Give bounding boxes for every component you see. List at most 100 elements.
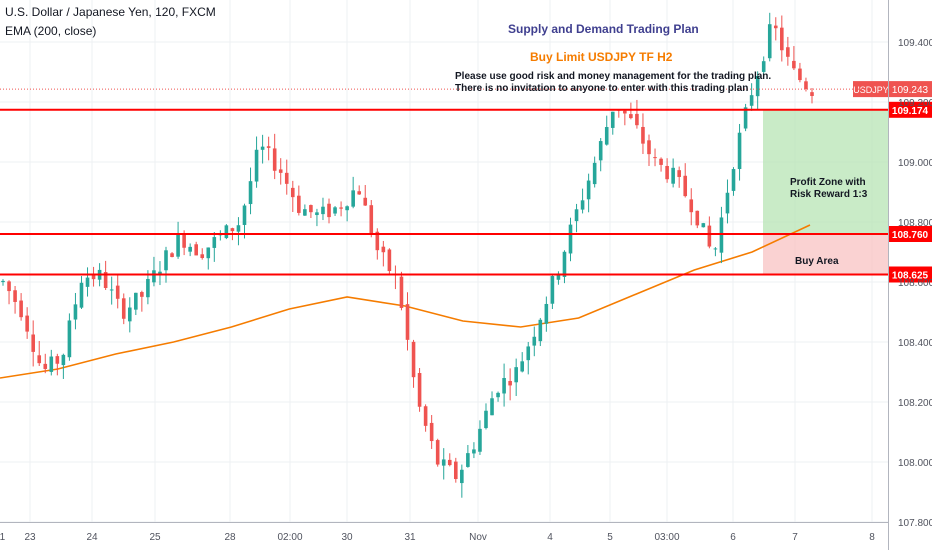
candle-body [490, 398, 494, 416]
candle-body [780, 27, 784, 51]
candle-body [194, 244, 198, 256]
candle-body [683, 175, 688, 197]
time-tick-label: 6 [730, 532, 736, 543]
time-tick-label: Nov [469, 532, 487, 543]
candle-body [514, 367, 518, 383]
candle-body [429, 422, 434, 442]
candle-body [417, 373, 422, 407]
disclaimer-line-2: There is no invitation to anyone to ente… [455, 83, 749, 94]
candle-body [773, 25, 778, 29]
time-tick-label: 25 [149, 532, 161, 543]
candle-body [472, 449, 476, 454]
candle-body [121, 298, 126, 319]
symbol-title[interactable]: U.S. Dollar / Japanese Yen, 120, FXCM [5, 5, 216, 19]
price-tick-label: 108.000 [898, 458, 932, 469]
candle-body [737, 132, 742, 170]
time-tick-label: 30 [341, 532, 353, 543]
candle-body [25, 315, 29, 332]
candle-body [49, 356, 54, 372]
candle-body [206, 247, 211, 259]
candle-body [315, 212, 319, 216]
candle-body [266, 146, 271, 148]
candle-body [520, 361, 525, 372]
indicator-legend[interactable]: EMA (200, close) [5, 24, 97, 38]
candle-body [351, 190, 355, 207]
candle-body [333, 207, 337, 214]
candle-body [580, 200, 585, 210]
candle-body [115, 285, 120, 299]
candle-body [677, 170, 681, 177]
ema-200-line [0, 224, 811, 379]
price-tick-label: 108.800 [898, 218, 932, 229]
candle-body [665, 165, 669, 180]
candle-body [260, 146, 265, 150]
candle-body [538, 319, 543, 342]
time-tick-label: 31 [404, 532, 416, 543]
candle-body [369, 205, 374, 234]
candle-body [297, 195, 301, 213]
candle-body [792, 60, 796, 69]
candle-body [85, 277, 90, 287]
candle-body [399, 276, 404, 308]
candle-body [381, 246, 386, 253]
candle-body [224, 225, 229, 239]
candle-body [562, 251, 567, 277]
time-tick-label: 23 [24, 532, 36, 543]
candle-body [484, 410, 488, 429]
candle-body [182, 234, 186, 248]
candle-body [623, 110, 627, 114]
candle-body [786, 47, 790, 57]
candle-body [810, 92, 814, 96]
time-tick-label: 4 [547, 532, 553, 543]
candle-body [152, 270, 156, 283]
candle-body [689, 199, 694, 213]
candle-body [363, 197, 368, 206]
candle-body [146, 278, 150, 298]
level-price-label: 108.760 [892, 230, 929, 241]
candle-body [200, 254, 205, 258]
candle-body [103, 272, 108, 288]
candle-body [496, 392, 500, 398]
candle-body [635, 113, 639, 126]
candle-body [254, 149, 259, 182]
candle-body [532, 336, 537, 346]
candle-body [7, 281, 11, 292]
candle-body [598, 141, 603, 161]
candle-body [453, 461, 458, 480]
candle-body [767, 24, 772, 59]
candle-body [79, 282, 84, 308]
buy-area-label: Buy Area [795, 256, 839, 267]
time-tick-label: 24 [86, 532, 98, 543]
last-price-tag [889, 81, 932, 98]
candle-body [375, 231, 380, 251]
candle-body [725, 192, 730, 214]
last-price-label: 109.243 [892, 85, 929, 96]
candle-body [73, 304, 78, 320]
level-price-tag [889, 226, 932, 242]
price-tick-label: 108.400 [898, 338, 932, 349]
candle-body [327, 203, 331, 218]
candle-body [405, 304, 410, 340]
candle-body [701, 223, 706, 228]
candle-body [321, 206, 325, 215]
candle-body [435, 440, 440, 465]
candle-body [556, 273, 561, 280]
candle-body [604, 127, 609, 145]
candle-body [653, 157, 657, 159]
candle-body [127, 307, 132, 322]
candle-body [272, 148, 277, 171]
candle-body [43, 363, 48, 369]
candle-body [743, 107, 748, 129]
candle-body [647, 140, 651, 155]
level-price-label: 109.174 [892, 106, 929, 117]
candle-body [357, 191, 362, 195]
candle-body [502, 377, 506, 394]
candle-body [466, 453, 470, 467]
candle-body [212, 237, 217, 248]
time-tick-label: 02:00 [277, 532, 302, 543]
candle-body [441, 459, 446, 466]
candle-body [303, 209, 307, 216]
price-tick-label: 109.200 [898, 98, 932, 109]
candle-body [248, 181, 253, 205]
